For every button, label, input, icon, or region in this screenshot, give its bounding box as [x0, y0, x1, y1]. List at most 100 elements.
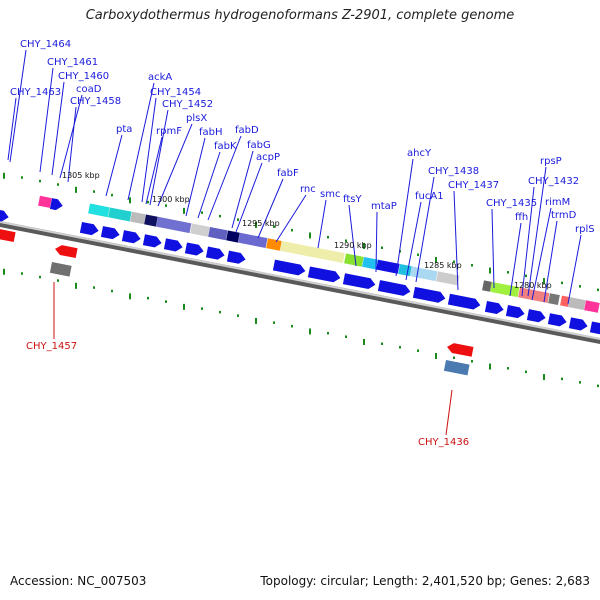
forward-gene-arrow [568, 317, 588, 331]
forward-gene-arrow [589, 321, 600, 335]
gene-block-shape [144, 214, 158, 227]
gene-block [548, 293, 560, 305]
gene-label: rpmF [156, 126, 182, 137]
gene-label-leader [453, 190, 459, 291]
leaders-layer [7, 49, 582, 436]
gene-label: CHY_1437 [448, 180, 499, 191]
reverse-gene-block-shape [55, 245, 78, 259]
scale-label: 1300 kbp [152, 195, 190, 204]
gene-label: smc [320, 189, 340, 200]
gene-block [238, 232, 268, 248]
backbone-shadow [0, 220, 600, 345]
gene-label: rpsP [540, 156, 562, 167]
forward-gene-arrow-shape [100, 226, 120, 240]
reverse-gene-block [447, 343, 474, 357]
reverse-gene-block-shape [0, 229, 16, 243]
gene-label-leader [51, 81, 65, 176]
gene-block [490, 281, 520, 298]
reverse-gene-block [55, 245, 78, 259]
gene-block [108, 207, 132, 222]
gene-label: ahcY [407, 148, 432, 159]
forward-gene-arrow [142, 234, 162, 248]
forward-gene-arrow-shape [547, 313, 567, 327]
gene-label-leader [415, 176, 435, 283]
gene-label-leader [67, 106, 77, 183]
gene-block-shape [518, 287, 550, 303]
gene-label: fabH [199, 127, 223, 138]
gene-label-leader [543, 220, 558, 303]
gene-label-leader [375, 211, 378, 273]
gene-block-shape [584, 300, 600, 313]
gene-block [38, 195, 52, 208]
forward-gene-arrow-shape [484, 300, 504, 315]
gene-label: CHY_1457 [26, 341, 77, 352]
forward-gene-arrow [0, 209, 9, 222]
gene-block [443, 360, 470, 376]
gene-label-leader [7, 97, 17, 161]
gene-label-leader [491, 208, 495, 289]
gene-block [436, 271, 460, 286]
gene-block-shape [548, 293, 560, 305]
gene-block [49, 262, 72, 277]
reverse-gene-block-shape [447, 343, 474, 357]
forward-gene-arrow [526, 309, 546, 323]
gene-block [144, 214, 158, 227]
forward-gene-arrow-shape [505, 305, 525, 319]
gene-label-leader [527, 166, 547, 297]
gene-label: CHY_1435 [486, 198, 537, 209]
forward-gene-arrow [272, 259, 306, 276]
forward-gene-arrow [184, 242, 204, 256]
gene-label: fucA1 [415, 191, 444, 202]
gene-label: CHY_1454 [150, 87, 201, 98]
gene-label: plsX [186, 113, 207, 124]
gene-label: CHY_1436 [418, 437, 469, 448]
gene-label-leader [509, 222, 522, 297]
backbone-layer [0, 220, 600, 345]
gene-label: CHY_1463 [10, 87, 61, 98]
forward-gene-arrow [447, 293, 481, 310]
gene-block [560, 295, 570, 307]
forward-gene-arrow-shape [342, 273, 376, 290]
gene-label-leader [521, 186, 535, 297]
forward-gene-arrow [226, 250, 246, 264]
gene-block [130, 211, 146, 225]
gene-block-shape [376, 259, 400, 274]
gene-block-shape [398, 264, 412, 277]
forward-gene-arrow [307, 266, 341, 283]
labels-layer: 1305 kbp 1300 kbp 1295 kbp 1290 kbp 1285 kbp… [10, 39, 595, 448]
forward-gene-arrow-shape [568, 317, 588, 331]
forward-gene-arrow [163, 238, 183, 252]
gene-label-leader [157, 123, 193, 207]
forward-gene-arrow-shape [272, 259, 306, 276]
forward-gene-arrow-shape [526, 309, 546, 323]
gene-block-shape [266, 238, 282, 251]
forward-gene-arrow-shape [121, 230, 141, 244]
gene-label: ftsY [343, 194, 362, 205]
gene-block-shape [238, 232, 268, 248]
gene-label: rplS [575, 224, 595, 235]
gene-label-leader [207, 135, 242, 221]
forward-gene-arrow-shape [307, 266, 341, 283]
gene-label-leader [445, 389, 453, 436]
gene-label: CHY_1438 [428, 166, 479, 177]
forward-gene-arrow-shape [226, 250, 246, 264]
gene-block-shape [482, 280, 492, 292]
gene-label: rimM [545, 197, 570, 208]
gene-block [398, 264, 412, 277]
gene-block [266, 238, 282, 251]
gene-block [584, 300, 600, 313]
gene-label: coaD [76, 84, 102, 95]
forward-gene-arrow-shape [163, 238, 183, 252]
forward-gene-arrow [342, 273, 376, 290]
gene-block-shape [38, 195, 52, 208]
map-title: Carboxydothermus hydrogenoformans Z-2901… [85, 8, 515, 23]
gene-block [88, 203, 110, 218]
gene-label-leader [235, 162, 263, 233]
gene-label-leader [39, 67, 54, 173]
gene-label-leader [275, 194, 307, 243]
gene-label: rnc [300, 184, 316, 195]
gene-block-shape [280, 240, 345, 264]
gene-block [226, 230, 240, 243]
gene-block-shape [108, 207, 132, 222]
